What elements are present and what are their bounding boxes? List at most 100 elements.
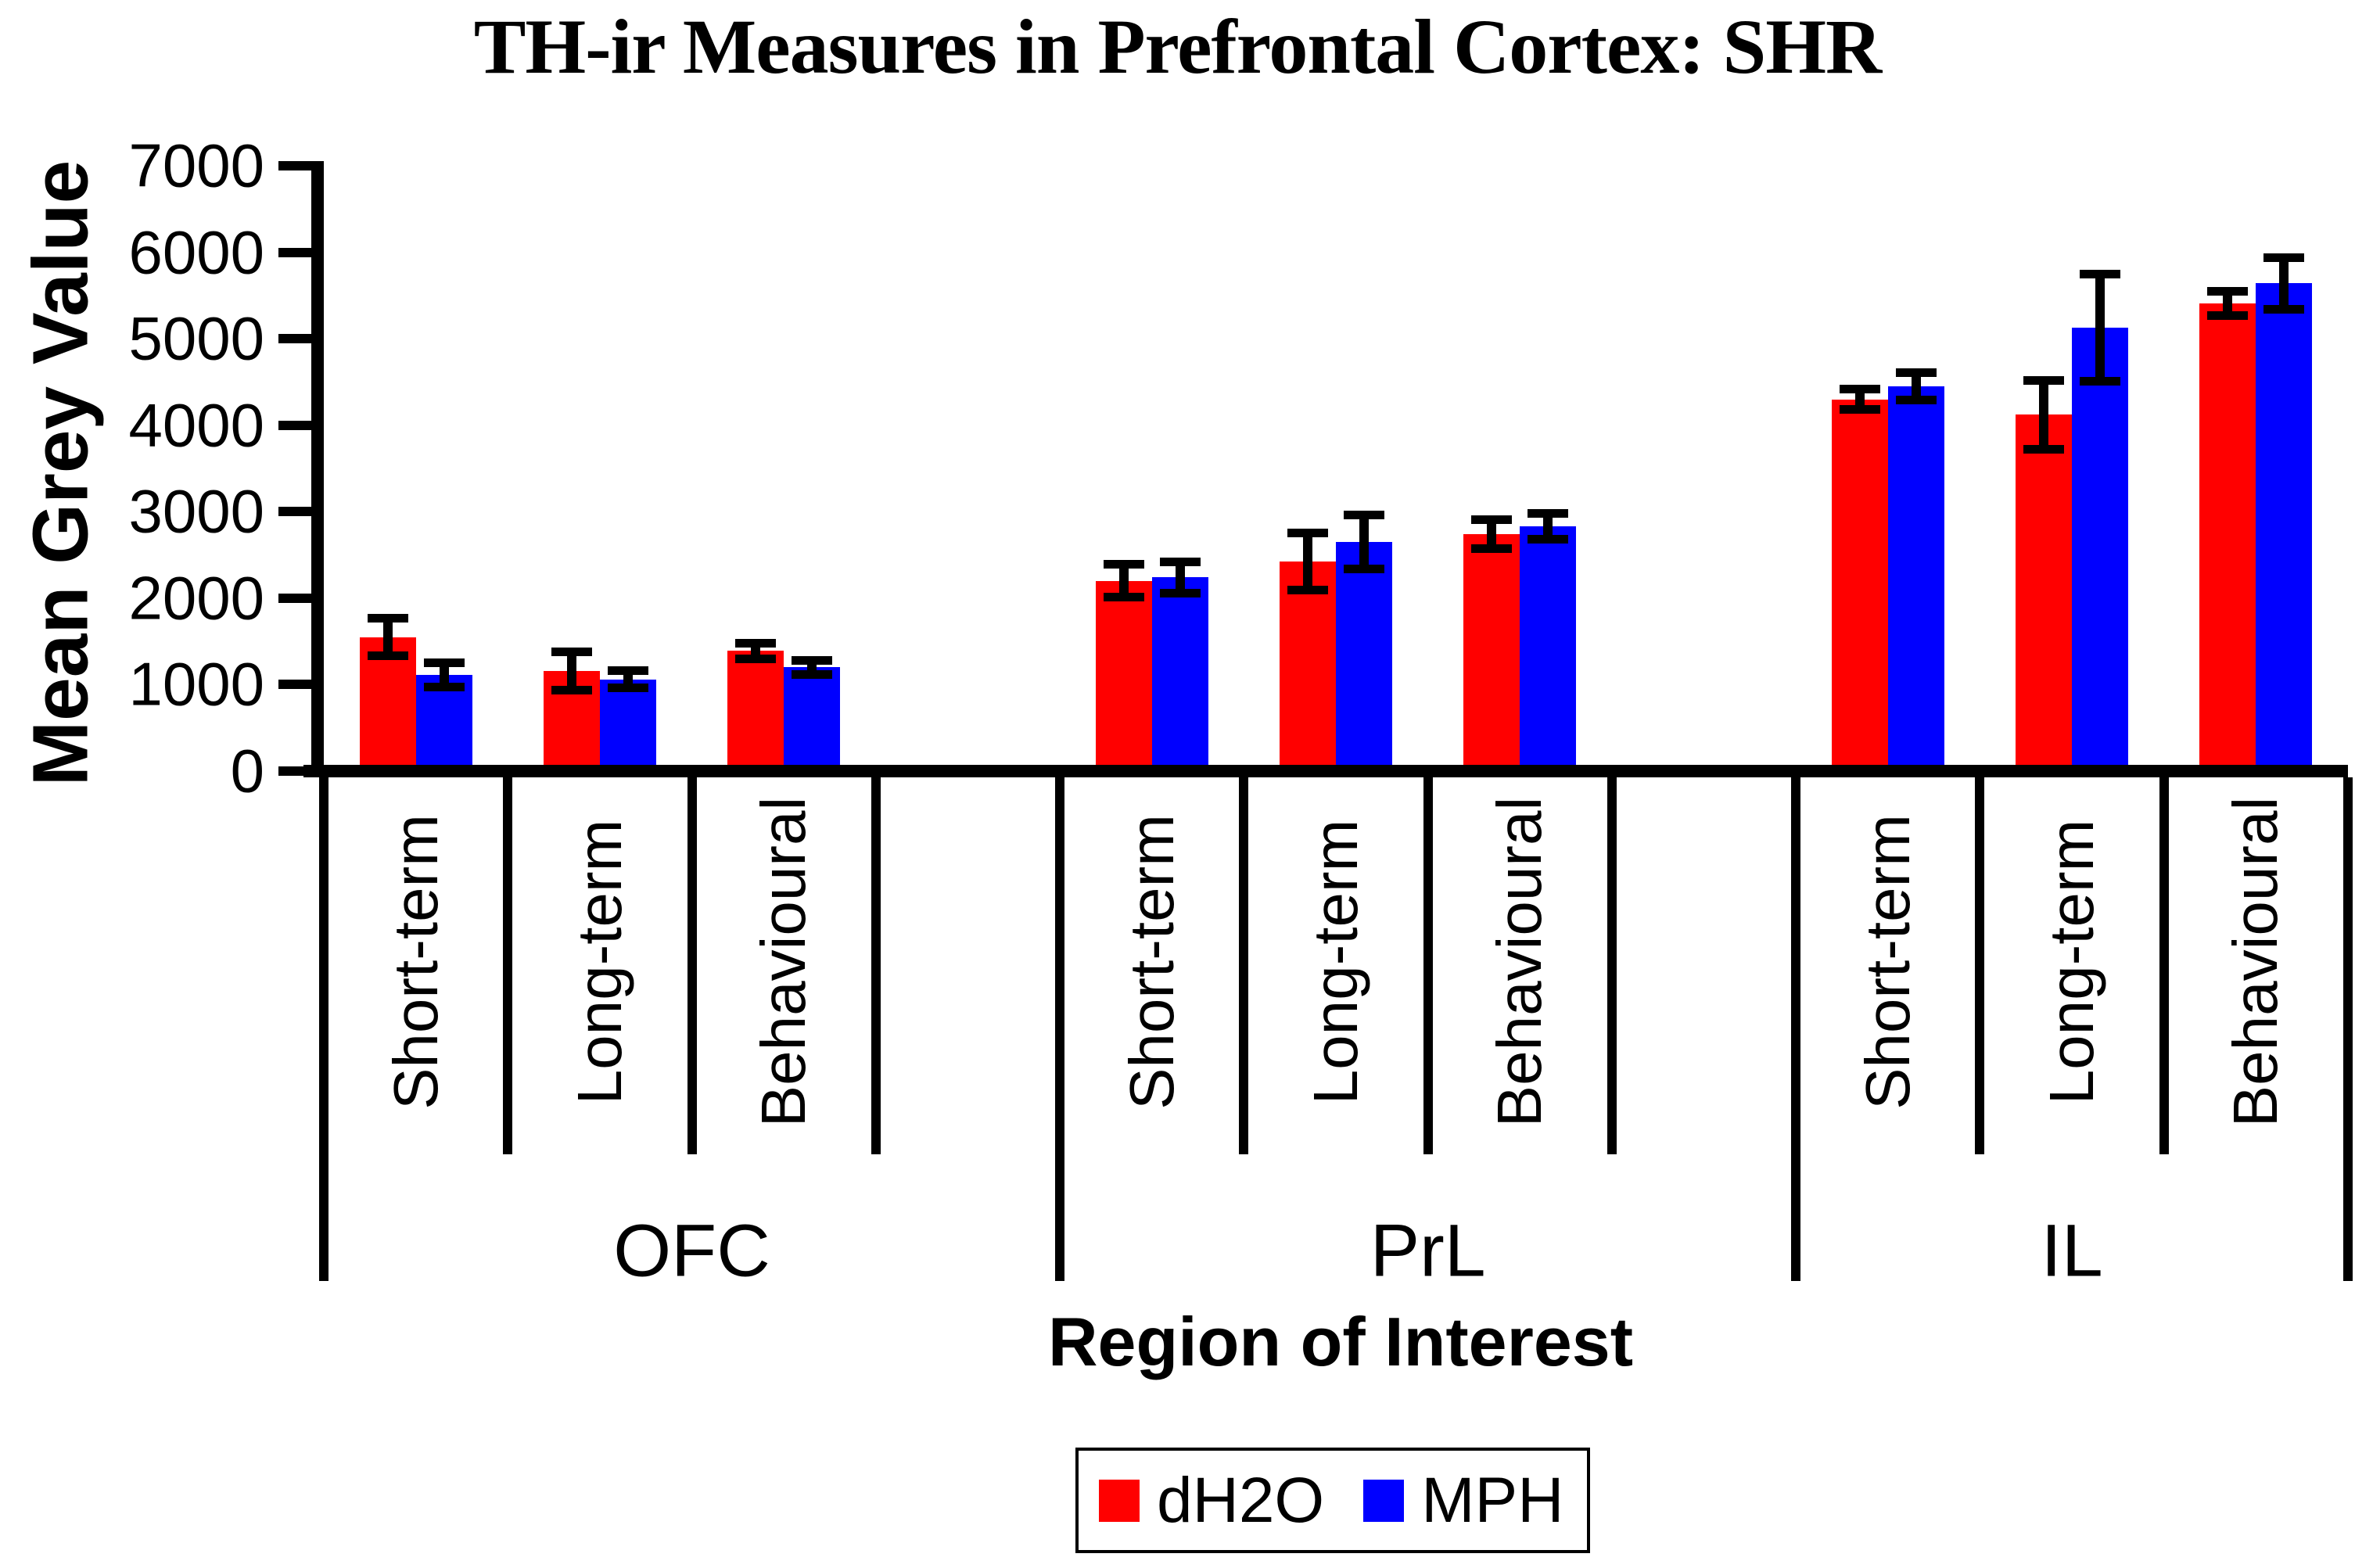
y-tick-label-1000: 1000 (128, 649, 264, 719)
bar-mph-il-long-term (2072, 327, 2129, 771)
error-bar-mph-prl-behavioural-cap-top (1528, 508, 1569, 518)
error-bar-dh2o-il-behavioural-cap-top (2207, 286, 2249, 296)
y-axis-line (311, 161, 324, 777)
error-bar-dh2o-prl-short-term-cap-bottom (1103, 593, 1144, 602)
error-bar-dh2o-ofc-long-term (566, 651, 576, 691)
y-tick-label-5000: 5000 (128, 303, 264, 373)
x-axis-line (303, 765, 2348, 777)
error-bar-mph-prl-long-term-cap-bottom (1344, 564, 1384, 573)
error-bar-dh2o-prl-behavioural-cap-top (1471, 515, 1513, 524)
error-bar-dh2o-il-short-term-cap-bottom (1839, 405, 1880, 414)
category-separator-line (1239, 777, 1249, 1154)
y-tick-3000 (278, 507, 311, 517)
error-bar-dh2o-prl-behavioural-cap-bottom (1471, 544, 1513, 554)
chart-title: TH-ir Measures in Prefrontal Cortex: SHR (473, 3, 1883, 90)
error-bar-mph-prl-short-term (1175, 562, 1185, 594)
x-axis-title: Region of Interest (1047, 1303, 1634, 1380)
error-bar-dh2o-il-behavioural (2223, 291, 2233, 316)
error-bar-mph-ofc-long-term (623, 670, 633, 688)
error-bar-mph-il-behavioural-cap-top (2263, 253, 2305, 262)
y-tick-6000 (278, 247, 311, 257)
error-bar-dh2o-il-long-term-cap-bottom (2023, 445, 2065, 454)
error-bar-dh2o-ofc-behavioural-cap-bottom (735, 654, 777, 663)
bar-dh2o-prl-long-term (1280, 562, 1336, 771)
error-bar-mph-ofc-behavioural-cap-bottom (792, 669, 833, 679)
y-tick-0 (278, 766, 311, 776)
y-tick-label-6000: 6000 (128, 217, 264, 287)
category-separator-line (687, 777, 697, 1154)
error-bar-mph-prl-long-term (1359, 515, 1369, 569)
bar-mph-il-short-term (1887, 386, 1944, 771)
y-tick-4000 (278, 420, 311, 430)
legend-swatch-mph (1363, 1479, 1405, 1522)
region-label-prl: PrL (1370, 1209, 1486, 1293)
y-tick-label-0: 0 (230, 736, 264, 806)
category-separator-line (1975, 777, 1985, 1154)
bar-mph-prl-behavioural (1520, 526, 1577, 771)
category-separator-line (2159, 777, 2169, 1154)
error-bar-mph-ofc-short-term-cap-top (423, 658, 465, 668)
y-tick-label-3000: 3000 (128, 476, 264, 546)
category-label-il-long-term: Long-term (2037, 819, 2107, 1105)
error-bar-dh2o-il-long-term-cap-top (2023, 375, 2065, 385)
category-label-prl-long-term: Long-term (1301, 819, 1370, 1105)
error-bar-mph-il-short-term-cap-top (1895, 368, 1937, 377)
error-bar-mph-il-behavioural (2279, 257, 2289, 310)
error-bar-dh2o-prl-long-term (1303, 533, 1312, 590)
error-bar-dh2o-il-short-term-cap-top (1839, 384, 1880, 393)
error-bar-mph-prl-short-term-cap-top (1159, 557, 1201, 566)
category-label-prl-behavioural: Behavioural (1484, 796, 1555, 1128)
y-axis-title: Mean Grey Value (16, 160, 105, 787)
error-bar-dh2o-il-long-term (2039, 380, 2049, 450)
category-label-il-short-term: Short-term (1852, 814, 1922, 1110)
error-bar-mph-ofc-long-term-cap-bottom (607, 684, 648, 693)
y-tick-2000 (278, 593, 311, 603)
error-bar-dh2o-il-behavioural-cap-bottom (2207, 310, 2249, 320)
error-bar-mph-ofc-short-term (439, 662, 449, 687)
region-separator-line (2343, 777, 2353, 1281)
category-label-prl-short-term: Short-term (1116, 814, 1186, 1110)
bar-dh2o-prl-short-term (1095, 580, 1152, 771)
region-label-ofc: OFC (613, 1209, 770, 1293)
region-separator-line (1055, 777, 1065, 1281)
error-bar-dh2o-prl-behavioural (1487, 519, 1497, 549)
bar-mph-prl-long-term (1336, 541, 1392, 771)
category-separator-line (503, 777, 513, 1154)
bar-dh2o-il-short-term (1831, 399, 1888, 771)
y-tick-1000 (278, 680, 311, 690)
category-label-ofc-behavioural: Behavioural (749, 796, 819, 1128)
error-bar-dh2o-ofc-long-term-cap-top (551, 647, 592, 656)
error-bar-dh2o-ofc-short-term (382, 618, 393, 656)
category-label-il-behavioural: Behavioural (2220, 796, 2291, 1128)
error-bar-dh2o-ofc-long-term-cap-bottom (551, 685, 592, 694)
bar-dh2o-il-long-term (2016, 414, 2073, 771)
error-bar-mph-prl-behavioural-cap-bottom (1528, 535, 1569, 544)
bar-mph-prl-short-term (1151, 577, 1208, 771)
category-label-ofc-long-term: Long-term (564, 819, 634, 1105)
error-bar-mph-il-long-term-cap-top (2080, 269, 2121, 278)
error-bar-dh2o-prl-long-term-cap-bottom (1287, 586, 1328, 595)
error-bar-dh2o-prl-short-term (1118, 564, 1129, 597)
error-bar-mph-il-short-term-cap-bottom (1895, 396, 1937, 405)
legend: dH2O MPH (1075, 1448, 1590, 1553)
y-tick-7000 (278, 161, 311, 170)
category-separator-line (1423, 777, 1433, 1154)
region-separator-line (1791, 777, 1801, 1281)
error-bar-dh2o-ofc-short-term-cap-top (367, 613, 408, 623)
error-bar-dh2o-prl-long-term-cap-top (1287, 529, 1328, 538)
category-separator-line (871, 777, 881, 1154)
error-bar-dh2o-ofc-short-term-cap-bottom (367, 651, 408, 661)
category-label-ofc-short-term: Short-term (380, 814, 451, 1110)
category-separator-line (1606, 777, 1617, 1154)
error-bar-mph-il-long-term-cap-bottom (2080, 376, 2121, 386)
bar-mph-ofc-behavioural (784, 667, 841, 771)
error-bar-dh2o-ofc-behavioural-cap-top (735, 638, 777, 648)
error-bar-mph-prl-long-term-cap-top (1344, 511, 1384, 520)
y-tick-5000 (278, 334, 311, 344)
legend-swatch-dh2o (1099, 1479, 1140, 1522)
error-bar-mph-prl-behavioural (1543, 513, 1553, 540)
bar-mph-il-behavioural (2256, 283, 2313, 771)
y-tick-label-2000: 2000 (128, 563, 264, 633)
error-bar-mph-il-short-term (1911, 372, 1921, 400)
